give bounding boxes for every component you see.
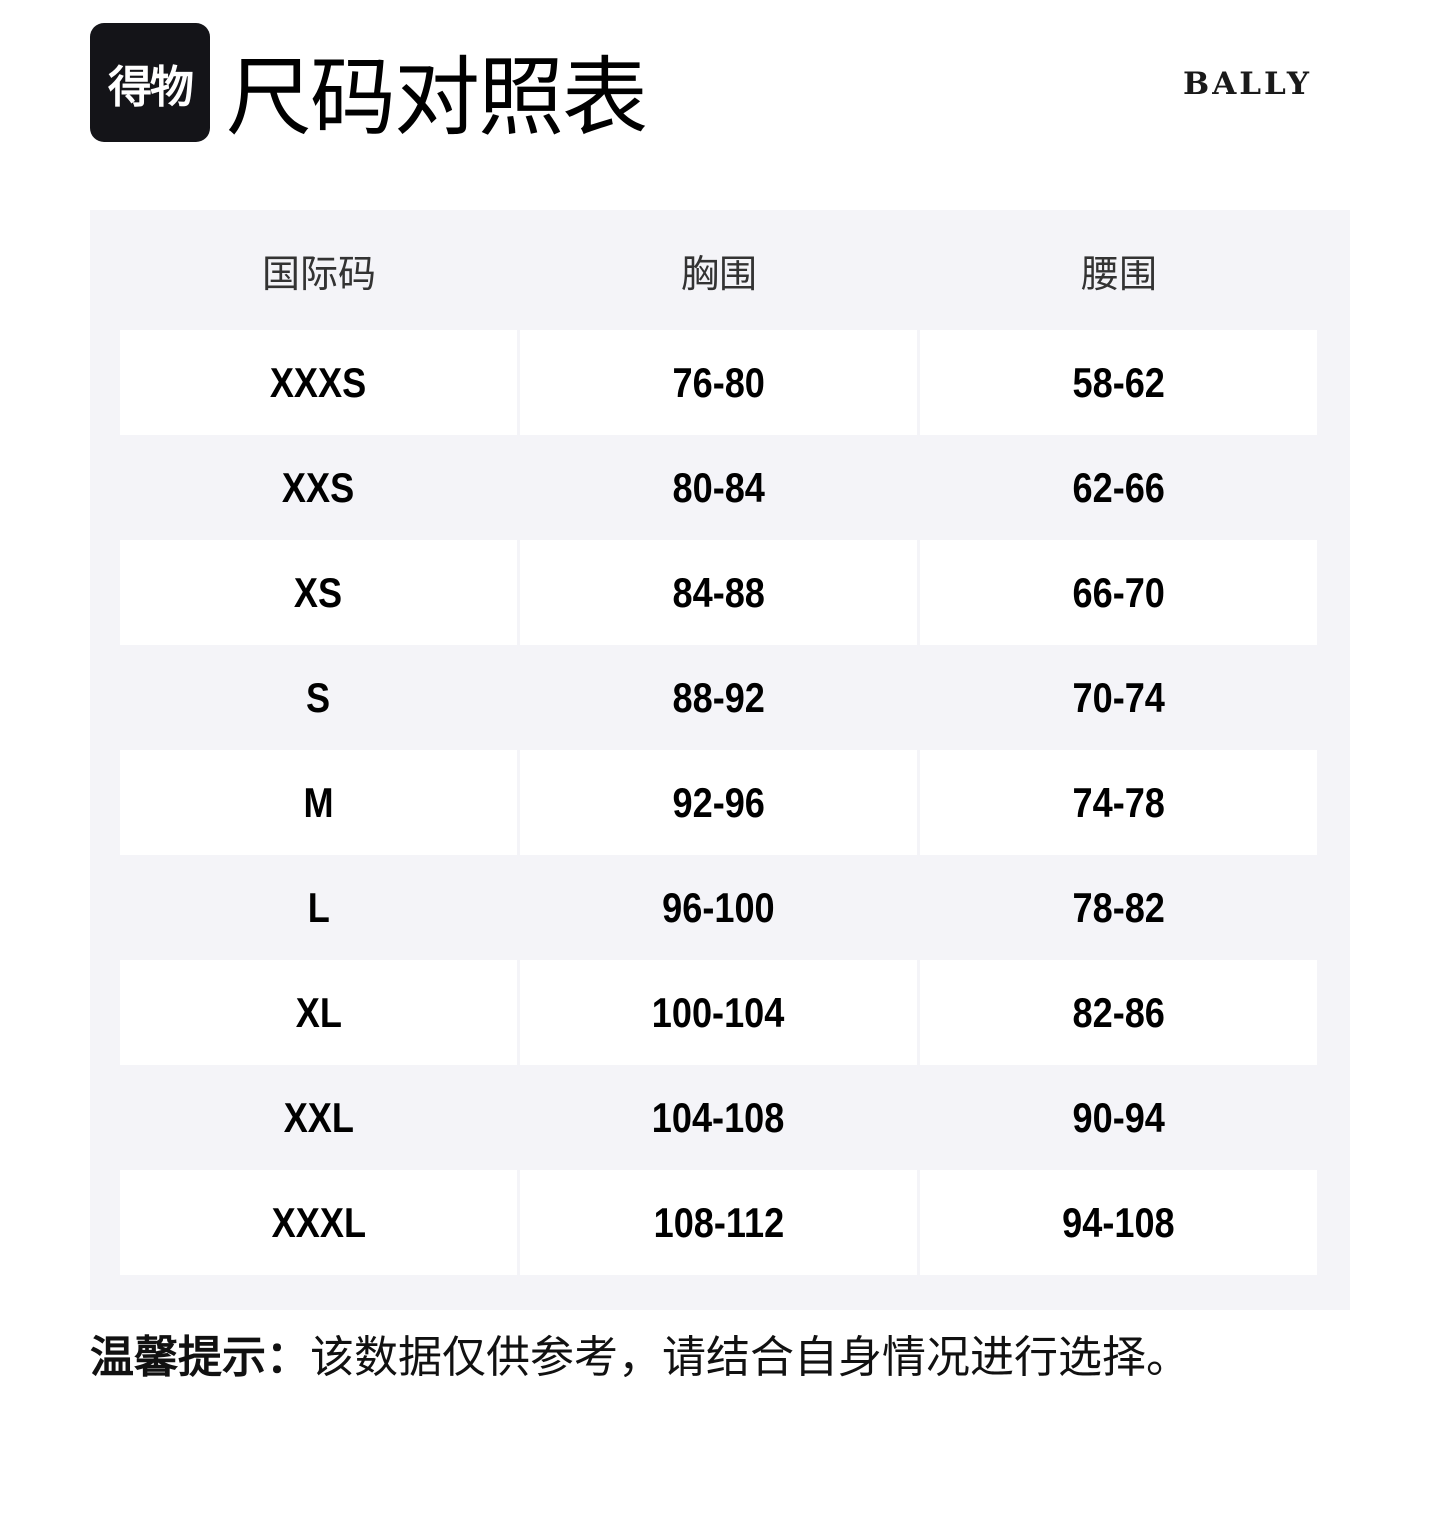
cell-value: M [303,778,334,826]
waist-cell: 66-70 [920,540,1317,645]
cell-value: XS [294,568,343,616]
cell-value: XXXS [270,358,367,406]
cell-value: 104-108 [652,1093,785,1141]
cell-value: S [306,673,331,721]
tip-text: 该数据仅供参考，请结合自身情况进行选择。 [310,1332,1190,1383]
cell-value: XXL [283,1093,354,1141]
cell-value: XXS [282,463,355,511]
cell-value: 74-78 [1072,778,1165,826]
cell-value: 82-86 [1072,988,1165,1036]
cell-value: 76-80 [672,358,765,406]
waist-cell: 94-108 [920,1170,1317,1275]
chest-cell: 108-112 [520,1170,917,1275]
chest-cell: 76-80 [520,330,917,435]
chest-cell: 92-96 [520,750,917,855]
size-cell: XXS [120,435,517,540]
chest-cell: 84-88 [520,540,917,645]
cell-value: 96-100 [662,883,775,931]
cell-value: L [307,883,330,931]
table-row: XXS 80-84 62-66 [120,435,1317,540]
waist-cell: 70-74 [920,645,1317,750]
tip-note: 温馨提示：该数据仅供参考，请结合自身情况进行选择。 [90,1328,1190,1388]
chest-cell: 88-92 [520,645,917,750]
waist-cell: 58-62 [920,330,1317,435]
cell-value: 88-92 [672,673,765,721]
size-cell: XL [120,960,517,1065]
size-cell: XXXL [120,1170,517,1275]
cell-value: 100-104 [652,988,785,1036]
table-row: XXXS 76-80 58-62 [120,330,1317,435]
cell-value: 62-66 [1072,463,1165,511]
cell-value: XXXL [271,1198,366,1246]
table-row: XS 84-88 66-70 [120,540,1317,645]
cell-value: 84-88 [672,568,765,616]
size-cell: L [120,855,517,960]
chest-cell: 80-84 [520,435,917,540]
table-row: XXL 104-108 90-94 [120,1065,1317,1170]
cell-value: XL [295,988,342,1036]
waist-cell: 90-94 [920,1065,1317,1170]
column-header-waist: 腰围 [1080,251,1157,296]
size-cell: M [120,750,517,855]
cell-value: 92-96 [672,778,765,826]
cell-value: 66-70 [1072,568,1165,616]
chest-cell: 104-108 [520,1065,917,1170]
cell-value: 78-82 [1072,883,1165,931]
table-row: L 96-100 78-82 [120,855,1317,960]
column-header-size: 国际码 [261,251,376,296]
waist-cell: 82-86 [920,960,1317,1065]
size-cell: XS [120,540,517,645]
size-table: 国际码 胸围 腰围 XXXS 76-80 58-62 XXS 80-84 62-66 XS 8… [90,210,1350,1310]
size-cell: S [120,645,517,750]
chest-cell: 96-100 [520,855,917,960]
table-row: S 88-92 70-74 [120,645,1317,750]
tip-label: 温馨提示： [90,1332,310,1383]
waist-cell: 74-78 [920,750,1317,855]
brand-logo: BALLY [1183,66,1312,102]
waist-cell: 78-82 [920,855,1317,960]
cell-value: 94-108 [1062,1198,1175,1246]
table-row: XL 100-104 82-86 [120,960,1317,1065]
size-cell: XXXS [120,330,517,435]
cell-value: 58-62 [1072,358,1165,406]
table-row: M 92-96 74-78 [120,750,1317,855]
cell-value: 90-94 [1072,1093,1165,1141]
waist-cell: 62-66 [920,435,1317,540]
cell-value: 70-74 [1072,673,1165,721]
dewu-logo: 得物 [90,23,210,142]
table-row: XXXL 108-112 94-108 [120,1170,1317,1275]
logo-text: 得物 [108,61,194,113]
column-header-chest: 胸围 [680,251,757,296]
page-title: 尺码对照表 [226,48,648,148]
size-cell: XXL [120,1065,517,1170]
chest-cell: 100-104 [520,960,917,1065]
cell-value: 108-112 [653,1198,784,1246]
cell-value: 80-84 [672,463,765,511]
